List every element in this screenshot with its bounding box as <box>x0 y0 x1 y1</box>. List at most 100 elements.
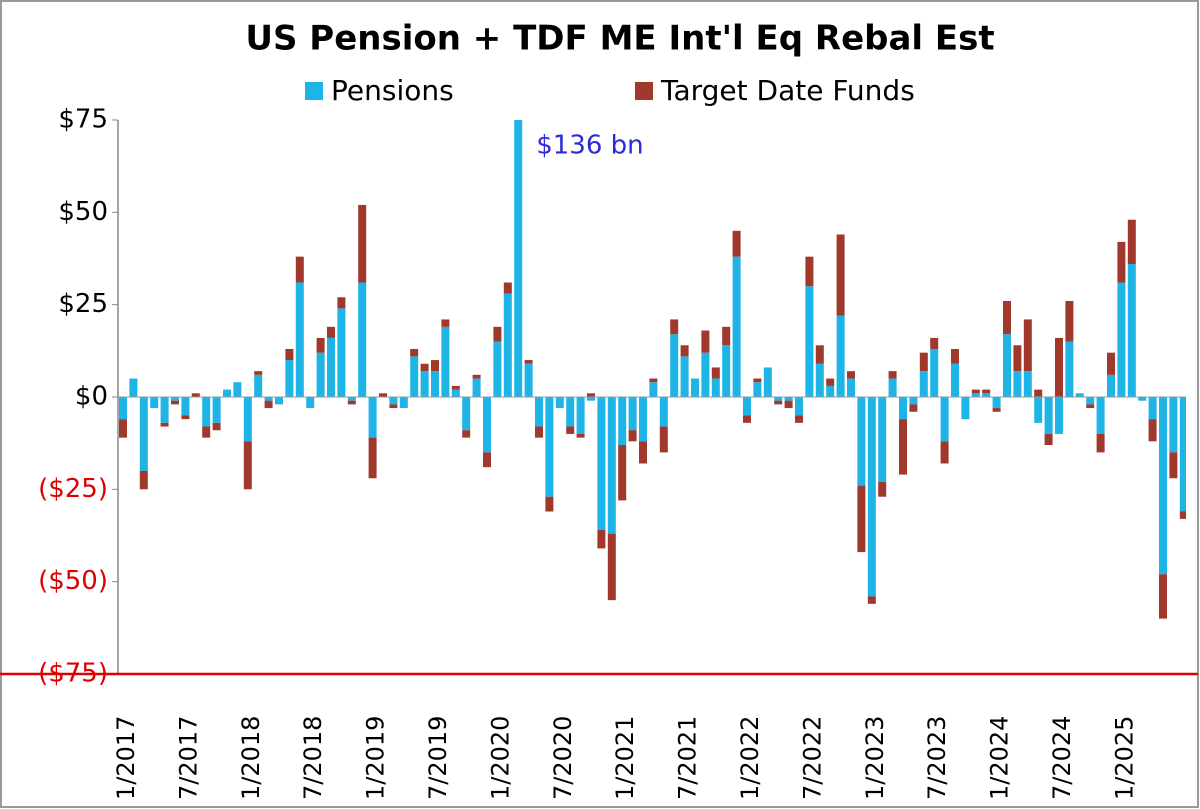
x-tick-label: 1/2025 <box>1110 716 1138 800</box>
bar-segment <box>878 481 887 497</box>
bar-segment <box>316 352 325 397</box>
bar-segment <box>316 337 325 353</box>
bar-segment <box>535 397 543 427</box>
bar-segment <box>1003 334 1011 397</box>
bar-segment <box>243 397 252 442</box>
bar-segment <box>940 441 949 464</box>
bar-segment <box>1159 574 1167 619</box>
bar-segment <box>951 363 959 397</box>
bar-segment <box>441 326 450 397</box>
bar-segment <box>1044 433 1053 446</box>
x-tick-label: 1/2018 <box>237 716 265 800</box>
y-tick-label: $75 <box>58 105 108 135</box>
bar-segment <box>1034 389 1043 397</box>
bar-segment <box>503 293 512 397</box>
bar-segment <box>815 345 824 364</box>
bar-segment <box>150 397 159 409</box>
bar-segment <box>815 363 824 397</box>
bar-segment <box>826 378 835 386</box>
bar-segment <box>628 397 637 431</box>
bar-segment <box>836 234 845 316</box>
bar-segment <box>399 397 408 409</box>
bar-segment <box>555 397 564 409</box>
bar-segment <box>951 348 959 364</box>
bar-segment <box>774 400 783 405</box>
bar-segment <box>254 374 263 397</box>
y-tick-label: ($50) <box>38 566 108 596</box>
bar-segment <box>139 470 148 490</box>
bar-segment <box>1013 345 1022 372</box>
bar-segment <box>784 397 793 401</box>
bar-segment <box>514 120 523 397</box>
bar-segment <box>1138 397 1147 401</box>
bar-segment <box>566 426 575 434</box>
bar-segment <box>420 363 429 372</box>
bar-segment <box>1034 397 1043 423</box>
bar-segment <box>431 371 439 397</box>
bar-segment <box>389 397 398 405</box>
bar-segment <box>1075 393 1084 397</box>
x-tick-label: 1/2017 <box>112 716 140 800</box>
bar-segment <box>576 397 585 434</box>
bar-segment <box>1065 300 1074 342</box>
bar-segment <box>888 371 897 379</box>
bar-segment <box>867 596 876 604</box>
bar-segment <box>420 371 429 397</box>
bar-segment <box>670 334 679 397</box>
bar-segment <box>1159 397 1167 575</box>
bar-segment <box>680 356 689 397</box>
bar-segment <box>119 397 127 420</box>
chart-title: US Pension + TDF ME Int'l Eq Rebal Est <box>245 19 994 59</box>
bar-segment <box>295 256 304 283</box>
bar-segment <box>472 374 481 379</box>
bar-segment <box>576 433 585 438</box>
bar-segment <box>587 393 595 397</box>
bar-segment <box>451 389 460 397</box>
bar-segment <box>992 397 1001 409</box>
bar-segment <box>680 345 689 357</box>
annotation: $136 bn <box>536 131 643 161</box>
x-tick-label: 1/2023 <box>861 716 889 800</box>
bar-segment <box>368 437 377 479</box>
y-tick-label: ($25) <box>38 474 108 504</box>
bar-segment <box>795 397 803 416</box>
bar-segment <box>1096 433 1105 453</box>
bar-segment <box>930 348 939 397</box>
bar-segment <box>451 385 460 390</box>
bar-segment <box>784 400 793 409</box>
bar-segment <box>805 286 814 397</box>
bar-segment <box>607 533 616 601</box>
bar-segment <box>264 400 273 409</box>
bar-segment <box>1023 371 1032 397</box>
bar-segment <box>1096 397 1105 434</box>
bar-segment <box>1086 397 1095 405</box>
bar-segment <box>295 282 304 397</box>
x-tick-label: 7/2022 <box>798 716 826 800</box>
bar-segment <box>306 397 315 409</box>
bar-segment <box>431 360 439 372</box>
bar-segment <box>971 393 980 397</box>
legend-swatch <box>635 82 653 100</box>
bar-segment <box>337 308 346 397</box>
bar-segment <box>285 360 294 397</box>
bar-segment <box>410 348 419 357</box>
bar-segment <box>181 415 190 420</box>
bar-segment <box>982 393 991 397</box>
bar-segment <box>701 330 710 353</box>
bar-segment <box>753 378 762 383</box>
bar-segment <box>639 441 647 464</box>
bar-segment <box>795 415 803 423</box>
bar-segment <box>1179 397 1186 512</box>
bar-segment <box>867 397 876 597</box>
bar-segment <box>275 397 283 405</box>
bar-segment <box>826 385 835 397</box>
bar-segment <box>254 371 263 375</box>
bar-segment <box>410 356 419 397</box>
bar-segment <box>139 397 148 471</box>
bar-segment <box>181 397 190 416</box>
bar-segment <box>940 397 949 442</box>
bar-segment <box>191 393 200 397</box>
bar-segment <box>462 430 471 438</box>
bar-segment <box>899 419 907 475</box>
